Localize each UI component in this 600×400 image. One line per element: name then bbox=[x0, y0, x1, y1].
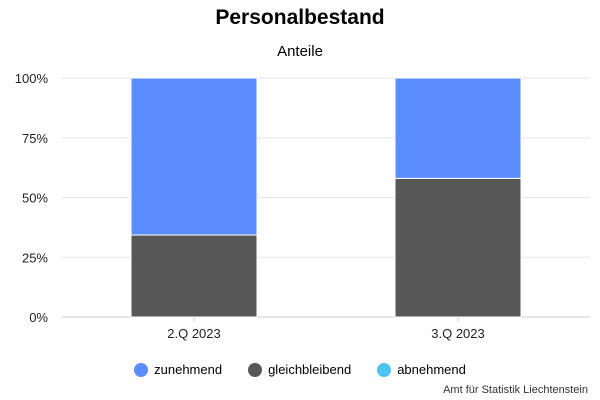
bar-segment-zunehmend bbox=[130, 77, 258, 236]
legend-label: zunehmend bbox=[154, 362, 223, 377]
legend-swatch bbox=[377, 362, 392, 377]
x-tick-label: 3.Q 2023 bbox=[431, 326, 485, 341]
legend-swatch bbox=[248, 362, 263, 377]
bar-segment-gleichbleibend bbox=[130, 234, 258, 318]
legend-item-abnehmend[interactable]: abnehmend bbox=[377, 362, 466, 377]
chart-subtitle: Anteile bbox=[277, 43, 323, 60]
legend-label: abnehmend bbox=[397, 362, 466, 377]
y-tick-label: 0% bbox=[29, 310, 48, 325]
legend-label: gleichbleibend bbox=[268, 362, 352, 377]
legend-item-gleichbleibend[interactable]: gleichbleibend bbox=[248, 362, 351, 377]
y-tick-label: 75% bbox=[22, 131, 48, 146]
y-tick-label: 100% bbox=[15, 71, 49, 86]
legend-swatch bbox=[134, 362, 149, 377]
legend-item-zunehmend[interactable]: zunehmend bbox=[134, 362, 222, 377]
credit-text: Amt für Statistik Liechtenstein bbox=[443, 384, 588, 396]
bar-segment-gleichbleibend bbox=[394, 177, 522, 318]
chart-legend: zunehmend gleichbleibend abnehmend bbox=[0, 362, 600, 377]
chart-title: Personalbestand bbox=[215, 6, 385, 29]
bar-segment-zunehmend bbox=[394, 77, 522, 179]
x-tick-label: 2.Q 2023 bbox=[167, 326, 221, 341]
y-tick-label: 50% bbox=[22, 191, 48, 206]
y-tick-label: 25% bbox=[22, 250, 48, 265]
